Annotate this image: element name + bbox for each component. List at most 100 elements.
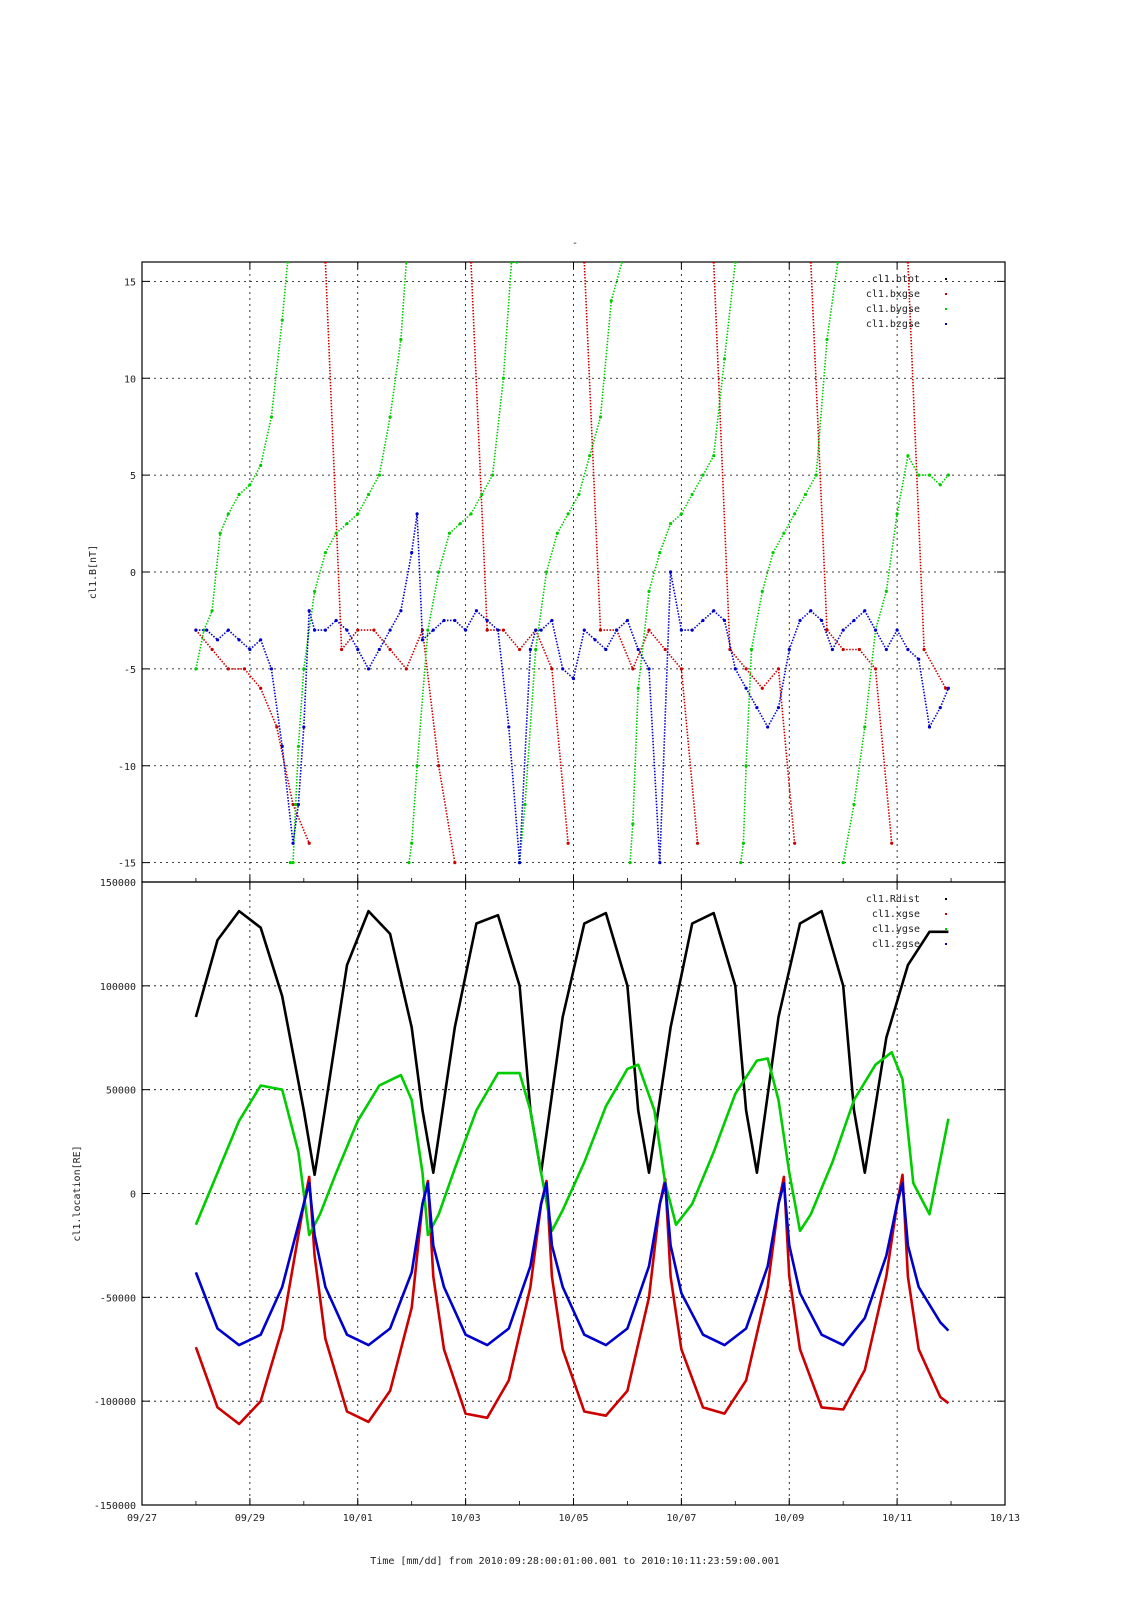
data-point — [291, 841, 295, 845]
data-point — [269, 667, 274, 671]
data-point — [356, 512, 360, 516]
data-point — [288, 861, 292, 865]
data-point — [469, 512, 473, 516]
series-trail — [648, 552, 661, 592]
series-trail — [616, 619, 628, 631]
series-trail — [292, 804, 297, 863]
data-point — [280, 744, 284, 748]
series-trail — [303, 591, 316, 670]
series-trail — [448, 523, 461, 534]
series-trail — [637, 649, 650, 670]
data-point — [356, 628, 360, 632]
panel-magnetic-field: 15 10 5 0 -5 -10 -15 cl1.B[nT] cl1.btot cl1.bxgse… — [88, 261, 1006, 883]
data-point — [927, 473, 932, 477]
data-point — [501, 628, 505, 632]
legend-label: cl1.zgse — [872, 939, 920, 950]
data-point — [733, 667, 737, 671]
series-trail — [454, 619, 467, 631]
data-point — [226, 667, 230, 671]
series-trail — [551, 620, 564, 670]
data-point — [744, 686, 748, 690]
data-point — [917, 473, 921, 477]
series-trail — [373, 629, 391, 651]
series-line-cl1-Rdist — [194, 909, 949, 1177]
series-trail — [508, 726, 521, 863]
data-point — [485, 618, 489, 623]
series-trail — [777, 668, 796, 844]
series-trail — [923, 649, 947, 689]
data-point — [744, 667, 748, 671]
data-point — [345, 628, 349, 632]
data-point — [218, 531, 222, 535]
series-trail — [421, 630, 440, 766]
series-trail — [416, 630, 429, 766]
x-tick-label: 10/03 — [451, 1513, 481, 1524]
series-cl1-bygse — [194, 262, 950, 865]
data-point — [302, 667, 306, 671]
data-point — [501, 376, 505, 380]
data-point — [528, 647, 532, 652]
data-point — [464, 628, 468, 632]
data-point — [793, 512, 797, 516]
legend-marker — [945, 293, 947, 295]
series-trail — [470, 494, 483, 515]
series-trail — [745, 668, 763, 689]
series-trail — [864, 610, 877, 631]
series-trail — [281, 746, 294, 844]
data-point — [741, 841, 746, 845]
data-point — [906, 454, 910, 458]
series-trail — [238, 639, 251, 651]
legend-label: cl1.Rdist — [866, 894, 920, 905]
data-point — [917, 657, 921, 661]
data-point — [237, 492, 241, 497]
data-point — [857, 647, 861, 652]
series-trail — [826, 262, 839, 340]
series-trail — [545, 533, 559, 573]
series-trail — [238, 484, 251, 496]
data-point — [210, 609, 214, 613]
series-trail — [195, 629, 213, 651]
series-trail — [491, 378, 505, 476]
data-point — [388, 628, 392, 632]
data-point — [496, 628, 500, 632]
series-trail — [939, 474, 950, 486]
data-point — [712, 454, 716, 458]
series-trail — [249, 639, 262, 651]
data-point — [631, 822, 635, 826]
series-trail — [524, 649, 537, 805]
data-point — [712, 262, 716, 264]
series-trail — [939, 687, 950, 708]
data-point — [722, 618, 727, 623]
data-point — [679, 628, 683, 632]
data-point — [658, 551, 662, 555]
series-trail — [276, 726, 294, 805]
data-point — [776, 706, 781, 710]
series-trail — [400, 262, 408, 340]
data-point — [798, 618, 802, 623]
series-trail — [659, 523, 672, 553]
data-point — [863, 609, 867, 613]
data-point — [647, 589, 651, 593]
panel-location: 09/27 09/29 10/01 10/03 10/05 10/07 10/09 10/11… — [72, 878, 1020, 1524]
data-point — [782, 531, 786, 535]
series-trail — [378, 629, 391, 650]
series-trail — [297, 726, 305, 805]
data-point — [701, 618, 705, 623]
series-trail — [534, 629, 553, 670]
series-trail — [203, 610, 213, 631]
series-trail — [712, 358, 726, 456]
series-cl1-bzgse — [194, 512, 950, 865]
legend-label: cl1.ygse — [872, 924, 920, 935]
data-point — [550, 667, 554, 671]
data-point — [946, 473, 950, 477]
series-trail — [324, 532, 337, 553]
x-tick-label: 10/09 — [774, 1513, 804, 1524]
data-point — [420, 638, 425, 642]
data-point — [294, 802, 298, 807]
x-axis-label: Time [mm/dd] from 2010:09:28:00:01:00.00… — [370, 1556, 779, 1567]
data-point — [388, 415, 392, 419]
series-trail — [637, 591, 650, 689]
legend-marker — [945, 913, 947, 915]
data-point — [582, 628, 586, 632]
data-point — [539, 628, 543, 632]
